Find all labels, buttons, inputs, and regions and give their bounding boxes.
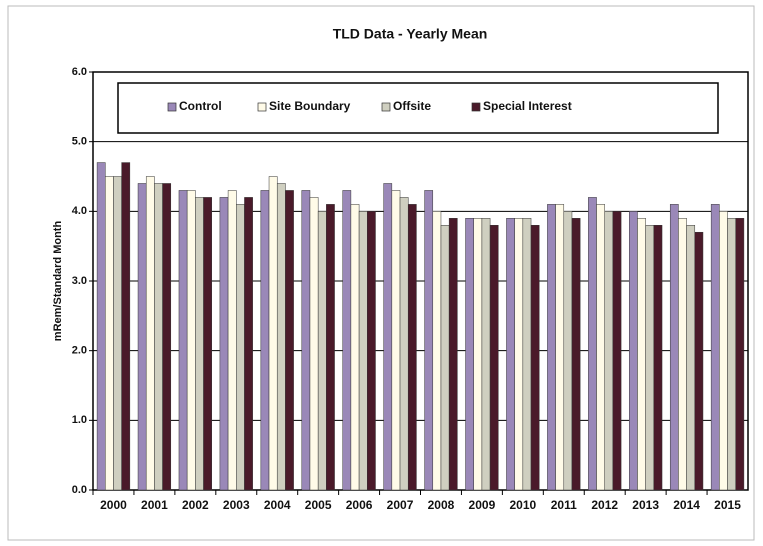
bar xyxy=(637,218,646,491)
bar xyxy=(350,204,360,491)
bar xyxy=(604,211,614,491)
bar xyxy=(473,218,483,491)
bar xyxy=(645,225,655,491)
bar xyxy=(317,211,327,491)
legend-label: Site Boundary xyxy=(269,99,351,113)
bar xyxy=(694,231,704,491)
bar xyxy=(399,197,409,491)
bar xyxy=(571,218,581,491)
y-tick-label: 6.0 xyxy=(72,66,87,78)
bar xyxy=(383,183,393,491)
bar xyxy=(219,197,229,491)
x-tick-label: 2005 xyxy=(305,498,332,512)
bar xyxy=(489,225,499,491)
bar xyxy=(686,225,696,491)
bar xyxy=(301,190,311,491)
bar xyxy=(358,211,368,491)
bar xyxy=(678,218,687,491)
bar xyxy=(506,218,515,491)
bar xyxy=(448,218,458,491)
x-tick-label: 2001 xyxy=(141,498,168,512)
bar xyxy=(105,176,114,491)
legend-swatch xyxy=(471,102,481,112)
bar xyxy=(268,176,278,491)
x-tick-label: 2009 xyxy=(469,498,496,512)
bar xyxy=(186,190,196,491)
bar xyxy=(735,218,745,491)
x-tick-label: 2011 xyxy=(551,498,577,512)
x-tick-label: 2012 xyxy=(591,498,618,512)
x-tick-label: 2010 xyxy=(509,498,536,512)
bar xyxy=(530,225,540,491)
bar xyxy=(276,183,286,491)
legend-swatch xyxy=(257,102,267,112)
bar xyxy=(719,211,728,491)
y-tick-label: 1.0 xyxy=(72,414,87,426)
bar xyxy=(555,204,565,491)
y-tick-label: 2.0 xyxy=(72,345,87,357)
x-tick-label: 2006 xyxy=(346,498,373,512)
bar xyxy=(342,190,352,491)
bar xyxy=(547,204,556,491)
bar xyxy=(203,197,212,491)
legend-swatch xyxy=(167,102,177,112)
y-tick-label: 4.0 xyxy=(72,205,87,217)
x-tick-label: 2008 xyxy=(428,498,455,512)
bar xyxy=(121,162,131,491)
bar xyxy=(162,183,172,491)
bar xyxy=(309,197,319,491)
bar xyxy=(653,225,663,491)
bar xyxy=(260,190,270,491)
bar xyxy=(154,183,163,491)
bar xyxy=(629,211,638,491)
bar xyxy=(113,176,122,491)
bar xyxy=(227,190,237,491)
x-tick-label: 2000 xyxy=(100,498,127,512)
x-tick-label: 2013 xyxy=(632,498,659,512)
bar xyxy=(244,197,253,491)
x-tick-label: 2015 xyxy=(714,498,741,512)
bar xyxy=(96,162,106,491)
bar xyxy=(514,218,524,491)
y-tick-label: 0.0 xyxy=(72,484,87,496)
x-tick-label: 2014 xyxy=(673,498,700,512)
bar xyxy=(195,197,204,491)
x-tick-label: 2004 xyxy=(264,498,291,512)
y-tick-label: 3.0 xyxy=(72,275,87,287)
legend-swatch xyxy=(381,102,391,112)
bar xyxy=(588,197,597,491)
bar xyxy=(145,176,155,491)
bar xyxy=(481,218,491,491)
bar xyxy=(465,218,474,491)
bar xyxy=(596,204,605,491)
bar xyxy=(391,190,401,491)
bar xyxy=(424,190,434,491)
legend-label: Offsite xyxy=(393,99,431,113)
bar xyxy=(285,190,294,491)
bar xyxy=(178,190,188,491)
bar xyxy=(440,225,450,491)
bar xyxy=(710,204,720,491)
bar xyxy=(727,218,736,491)
bar xyxy=(326,204,335,491)
legend-label: Control xyxy=(179,99,222,113)
chart-title: TLD Data - Yearly Mean xyxy=(333,26,488,42)
bar xyxy=(236,204,245,491)
bar xyxy=(612,211,622,491)
x-tick-label: 2003 xyxy=(223,498,250,512)
x-tick-label: 2002 xyxy=(182,498,209,512)
y-tick-label: 5.0 xyxy=(72,136,87,148)
bar xyxy=(367,211,376,491)
bar xyxy=(407,204,417,491)
bar xyxy=(137,183,147,491)
bar xyxy=(563,211,573,491)
legend-label: Special Interest xyxy=(483,99,572,113)
x-tick-label: 2007 xyxy=(387,498,414,512)
bar xyxy=(669,204,679,491)
y-axis-label: mRem/Standard Month xyxy=(52,221,64,342)
bar xyxy=(432,211,442,491)
bar xyxy=(522,218,532,491)
legend-box xyxy=(117,82,719,134)
